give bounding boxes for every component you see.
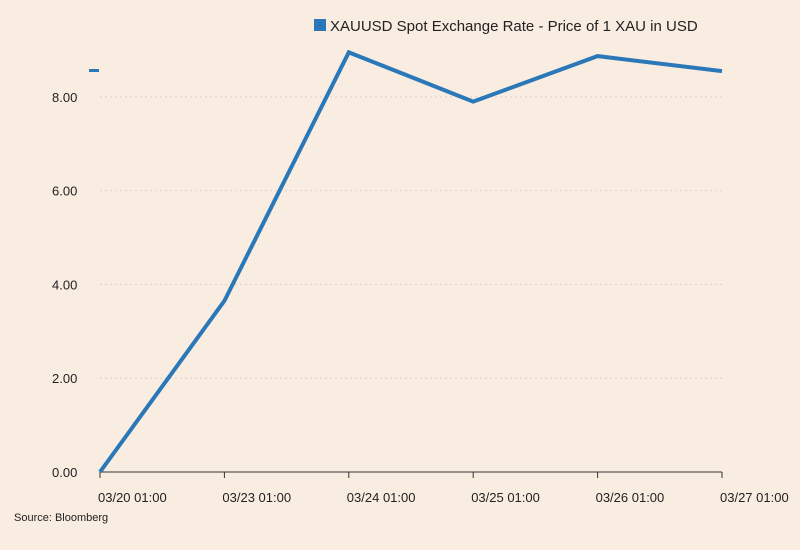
y-axis-ticks: 0.00 2.00 4.00 6.00 8.00	[52, 90, 77, 480]
legend-label: XAUUSD Spot Exchange Rate - Price of 1 X…	[330, 18, 698, 35]
source-note: Source: Bloomberg	[14, 512, 108, 524]
x-tick-label: 03/23 01:00	[222, 490, 291, 505]
grid-lines	[100, 96, 722, 379]
y-tick-label: 0.00	[52, 465, 77, 480]
y-tick-label: 8.00	[52, 90, 77, 105]
y-tick-label: 4.00	[52, 277, 77, 292]
x-axis-ticks: 03/20 01:00 03/23 01:00 03/24 01:00 03/25 0…	[98, 472, 789, 505]
legend-dash-marker	[89, 69, 99, 72]
series-layer	[98, 49, 723, 474]
series-line	[98, 49, 723, 474]
x-tick-label: 03/26 01:00	[596, 490, 665, 505]
x-tick-label: 03/24 01:00	[347, 490, 416, 505]
x-tick-label: 03/25 01:00	[471, 490, 540, 505]
y-tick-label: 6.00	[52, 184, 77, 199]
legend-swatch	[314, 19, 326, 31]
x-tick-label: 03/27 01:00	[720, 490, 789, 505]
y-tick-label: 2.00	[52, 371, 77, 386]
x-tick-label: 03/20 01:00	[98, 490, 167, 505]
legend: XAUUSD Spot Exchange Rate - Price of 1 X…	[314, 18, 698, 35]
